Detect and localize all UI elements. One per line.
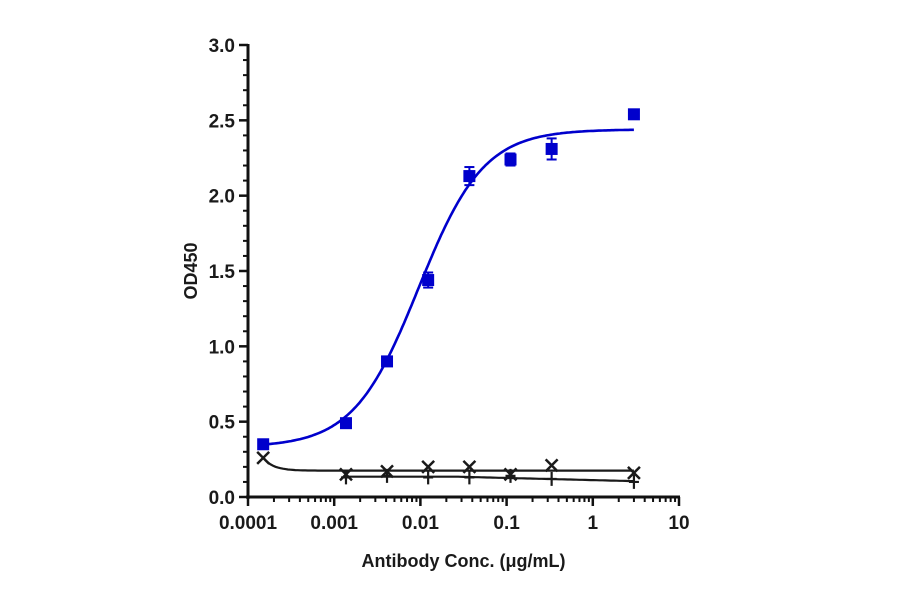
x-tick-label: 10 (668, 513, 689, 534)
plus-marker (340, 470, 351, 485)
x-marker (462, 459, 477, 474)
y-tick-label: 2.5 (209, 111, 236, 132)
square-marker (627, 108, 640, 121)
y-tick-label: 3.0 (209, 36, 235, 57)
y-tick-label: 2.0 (209, 187, 235, 208)
square-marker (463, 170, 476, 183)
plus-marker (382, 468, 393, 483)
plus-marker (628, 474, 639, 489)
square-marker (422, 274, 435, 287)
square-marker (339, 417, 352, 430)
fit-curve-control-2 (346, 475, 634, 483)
fit-curve-control-1 (262, 457, 634, 472)
y-axis-title: OD450 (181, 242, 201, 299)
axes (239, 43, 681, 506)
plot-curves (262, 128, 634, 483)
x-tick-label: 0.1 (493, 513, 520, 534)
square-marker (257, 438, 270, 451)
x-marker (627, 466, 641, 480)
x-axis-title: Antibody Conc. (μg/mL) (362, 551, 566, 571)
plus-marker (546, 471, 557, 486)
x-tick-label: 1 (588, 513, 599, 534)
plus-marker (423, 470, 434, 485)
x-tick-label: 0.001 (310, 513, 358, 534)
x-marker (256, 450, 271, 465)
fit-curve-antibody (263, 128, 634, 446)
square-marker (381, 355, 394, 368)
plot-points (256, 108, 641, 489)
x-marker (544, 458, 559, 473)
square-marker (545, 142, 558, 155)
y-tick-label: 0.0 (209, 488, 235, 509)
square-marker (504, 153, 517, 166)
x-tick-label: 0.01 (402, 513, 439, 534)
plus-marker (505, 468, 516, 483)
plus-marker (464, 470, 475, 485)
y-tick-label: 1.5 (209, 262, 236, 283)
axis-labels: 0.0 0.5 1.0 1.5 2.0 2.5 3.0 0.0001 0.001 0.01 0.1 1… (181, 36, 690, 571)
y-tick-label: 0.5 (209, 413, 236, 434)
y-tick-label: 1.0 (209, 337, 235, 358)
x-tick-label: 0.0001 (219, 513, 278, 534)
x-marker (421, 459, 436, 474)
